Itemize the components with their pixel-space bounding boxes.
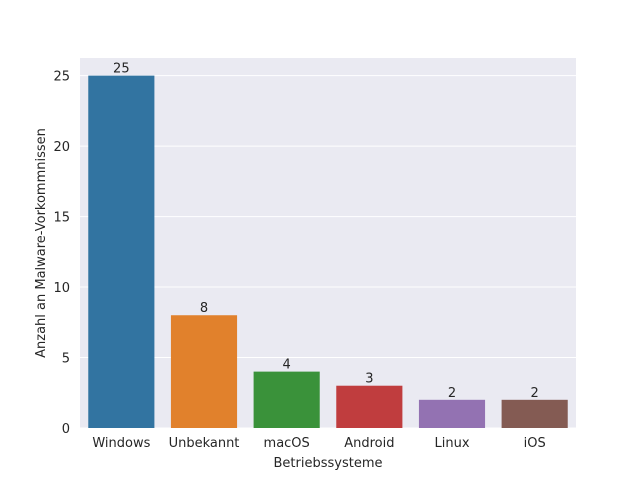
- bar-value-label: 8: [200, 301, 208, 316]
- x-tick-label: macOS: [264, 436, 310, 451]
- bar-macos: [253, 371, 320, 428]
- bar-ios: [501, 399, 568, 428]
- bar-value-label: 2: [531, 386, 539, 401]
- x-tick-label: Linux: [434, 436, 469, 451]
- x-tick-label: iOS: [524, 436, 546, 451]
- bar-android: [336, 385, 403, 428]
- bar-value-labels: 25 8 4 3 2 2: [113, 62, 539, 401]
- bar-value-label: 3: [365, 372, 373, 387]
- y-tick-label: 10: [53, 281, 70, 296]
- bar-windows: [88, 75, 155, 428]
- bar-value-label: 4: [283, 358, 291, 373]
- y-tick-label: 15: [53, 211, 70, 226]
- gridlines: [80, 75, 576, 429]
- y-tick-label: 25: [53, 70, 70, 85]
- x-axis-label: Betriebssysteme: [274, 456, 383, 471]
- y-tick-label: 0: [62, 422, 70, 437]
- y-axis-ticks: 0 5 10 15 20 25: [53, 70, 70, 437]
- bar-value-label: 25: [113, 62, 130, 77]
- x-tick-label: Windows: [92, 436, 150, 451]
- bar-unbekannt: [170, 315, 238, 428]
- plot-area: [80, 58, 576, 428]
- x-tick-label: Unbekannt: [169, 436, 240, 451]
- bar-linux: [418, 399, 486, 428]
- y-tick-label: 20: [53, 140, 70, 155]
- bar-value-label: 2: [448, 386, 456, 401]
- bars: [88, 75, 568, 428]
- y-tick-label: 5: [62, 352, 70, 367]
- y-axis-label: Anzahl an Malware-Vorkommnissen: [34, 128, 49, 358]
- x-axis-ticks: Windows Unbekannt macOS Android Linux iOS: [92, 436, 545, 451]
- x-tick-label: Android: [344, 436, 394, 451]
